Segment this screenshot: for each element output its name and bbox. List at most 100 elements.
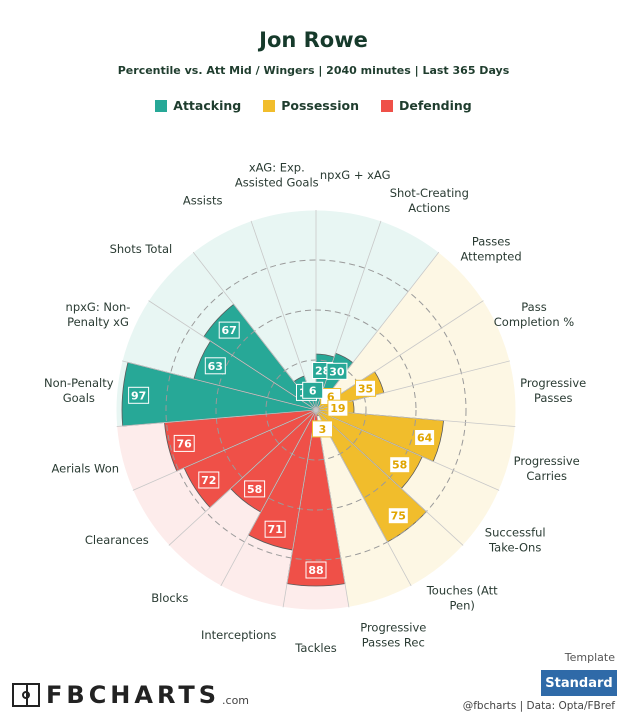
value-label-text-6: 58 [392, 459, 407, 472]
value-label-12: 72 [198, 471, 220, 489]
template-label: Template [564, 651, 615, 664]
grid-spoke-9 [315, 409, 350, 608]
grid-spoke-7 [315, 409, 464, 546]
category-label-line: Assists [183, 194, 223, 208]
category-label-line: npxG: Non- [66, 300, 131, 314]
category-label-18: xAG: Exp. Assisted Goals [235, 161, 319, 190]
value-label-text-1: 30 [329, 365, 345, 378]
category-label-line: Passes Rec [362, 636, 425, 650]
grid-spoke-14 [116, 409, 317, 427]
category-label-line: Progressive [360, 621, 426, 635]
sector-bg-18 [251, 210, 316, 410]
value-label-box-13 [173, 434, 195, 452]
category-label-line: Shot-Creating [390, 186, 469, 200]
category-label-line: Shots Total [110, 242, 173, 256]
category-label-line: Passes [534, 391, 573, 405]
value-label-7: 75 [387, 507, 409, 525]
value-label-3: 35 [355, 379, 376, 397]
legend-item-possession: Possession [263, 98, 359, 113]
value-label-box-14 [128, 386, 150, 404]
category-label-12: Clearances [85, 533, 149, 547]
fbcharts-logo: FBCHARTS .com [12, 683, 249, 707]
legend-label-attacking: Attacking [173, 98, 242, 113]
category-label-line: Progressive [520, 376, 586, 390]
category-label-line: Pen) [450, 598, 475, 612]
template-standard-button[interactable]: Standard [541, 670, 617, 696]
value-label-box-8 [312, 420, 333, 438]
category-label-line: npxG + xAG [320, 168, 391, 182]
category-label-3: Pass Completion % [494, 300, 575, 329]
value-label-6: 58 [389, 456, 411, 474]
legend-swatch-defending [380, 99, 393, 112]
legend-label-possession: Possession [281, 98, 359, 113]
category-label-4: Progressive Passes [520, 376, 586, 405]
radar-category-labels: npxG + xAG Shot-Creating Actions Passes Atte… [44, 161, 586, 655]
legend-item-attacking: Attacking [155, 98, 241, 113]
value-label-10: 71 [264, 520, 286, 538]
grid-spoke-3 [315, 300, 484, 411]
category-label-line: Touches (Att [426, 583, 498, 597]
value-label-box-9 [305, 561, 327, 579]
value-label-text-3: 35 [358, 382, 373, 395]
category-label-line: Carries [526, 469, 567, 483]
chart-title: Jon Rowe [259, 28, 368, 52]
value-label-text-16: 67 [222, 324, 237, 337]
value-label-box-16 [218, 321, 240, 339]
category-label-7: Touches (Att Pen) [426, 583, 498, 612]
grid-ring-75 [165, 259, 467, 561]
category-label-line: xAG: Exp. [249, 161, 305, 175]
value-label-4: 19 [327, 399, 349, 417]
value-label-box-18 [302, 381, 324, 399]
category-label-0: npxG + xAG [320, 168, 391, 182]
value-label-box-3 [355, 379, 376, 397]
value-label-text-10: 71 [267, 523, 282, 536]
category-label-10: Interceptions [201, 628, 276, 642]
grid-spoke-17 [192, 251, 317, 411]
category-label-line: Interceptions [201, 628, 276, 642]
logo-text: FBCHARTS [46, 681, 221, 709]
category-label-line: Tackles [294, 641, 336, 655]
value-label-text-11: 58 [247, 483, 262, 496]
category-label-line: Completion % [494, 315, 575, 329]
category-label-14: Non-Penalty Goals [44, 376, 114, 405]
credits: @fbcharts | Data: Opta/FBref [462, 700, 615, 712]
value-label-text-7: 75 [391, 510, 406, 523]
value-label-text-15: 63 [208, 360, 223, 373]
value-label-box-4 [327, 399, 349, 417]
value-label-text-8: 3 [319, 423, 327, 436]
grid-spoke-8 [315, 409, 412, 587]
legend: Attacking Possession Defending [0, 98, 627, 113]
radar-value-labels: 28306351964587538871587276976367186 [128, 321, 436, 579]
grid-spoke-11 [220, 409, 317, 587]
category-label-line: Penalty xG [67, 315, 129, 329]
value-label-9: 88 [305, 561, 327, 579]
category-label-1: Shot-Creating Actions [390, 186, 469, 215]
grid-spoke-13 [132, 409, 317, 491]
radar-grid [115, 209, 517, 611]
value-label-box-1 [326, 362, 348, 380]
category-label-line: Assisted Goals [235, 176, 319, 190]
value-label-15: 63 [204, 357, 226, 375]
category-label-8: Progressive Passes Rec [360, 621, 426, 650]
value-label-text-4: 19 [330, 402, 345, 415]
sector-bg-2 [316, 252, 484, 410]
value-label-16: 67 [218, 321, 240, 339]
category-label-line: Successful [485, 526, 546, 540]
value-label-text-18: 6 [309, 384, 317, 397]
sector-bg-8 [316, 410, 412, 608]
value-label-text-5: 64 [417, 432, 433, 445]
category-label-line: Attempted [461, 249, 522, 263]
grid-spoke-16 [148, 300, 317, 411]
category-label-line: Non-Penalty [44, 376, 114, 390]
grid-spoke-2 [315, 251, 440, 411]
category-label-11: Blocks [151, 591, 188, 605]
value-label-box-10 [264, 520, 286, 538]
category-label-line: Aerials Won [52, 461, 120, 475]
category-label-13: Aerials Won [52, 461, 120, 475]
value-label-box-5 [414, 429, 436, 446]
category-label-6: Successful Take-Ons [485, 526, 546, 555]
category-label-17: Assists [183, 194, 223, 208]
category-label-line: Clearances [85, 533, 149, 547]
value-label-14: 97 [128, 386, 150, 404]
